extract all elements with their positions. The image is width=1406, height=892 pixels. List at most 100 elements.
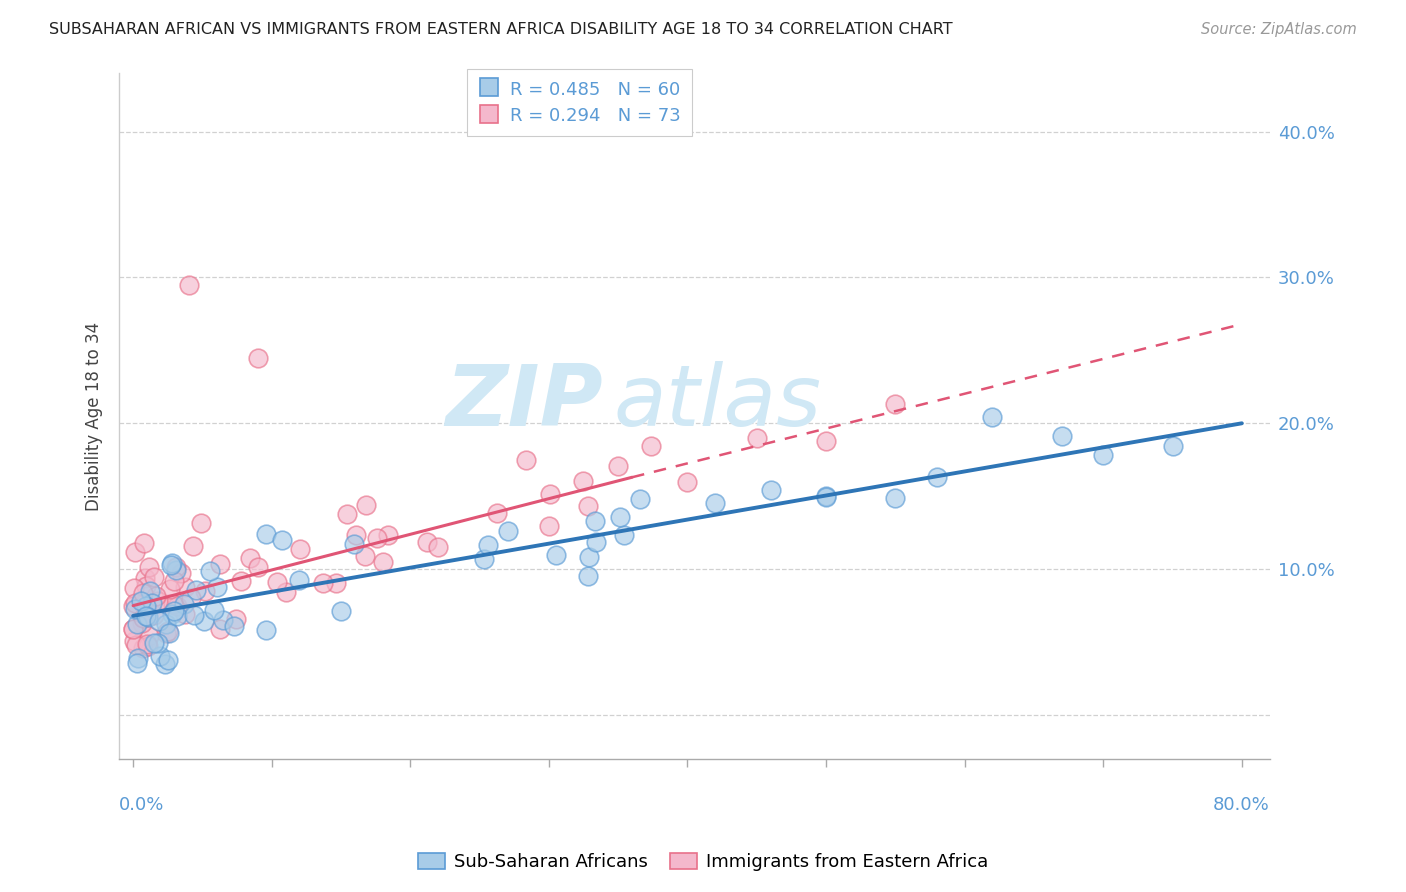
Point	[170, 566, 193, 580]
Point	[270, 533, 292, 547]
Point	[124, 602, 146, 616]
Point	[183, 607, 205, 622]
Point	[344, 527, 367, 541]
Point	[143, 636, 166, 650]
Text: ZIP: ZIP	[444, 360, 602, 444]
Point	[274, 584, 297, 599]
Point	[124, 596, 146, 610]
Point	[124, 633, 146, 648]
Point	[815, 490, 838, 504]
Point	[165, 560, 187, 574]
Point	[427, 540, 450, 554]
Point	[186, 582, 208, 597]
Point	[254, 624, 277, 638]
Point	[229, 574, 252, 589]
Point	[122, 599, 145, 613]
Point	[1092, 448, 1115, 462]
Point	[183, 539, 205, 553]
Point	[163, 574, 186, 588]
Text: Source: ZipAtlas.com: Source: ZipAtlas.com	[1201, 22, 1357, 37]
Text: 0.0%: 0.0%	[120, 797, 165, 814]
Point	[136, 639, 159, 653]
Point	[981, 410, 1004, 425]
Point	[131, 640, 153, 655]
Point	[162, 598, 184, 612]
Point	[416, 535, 439, 549]
Point	[149, 649, 172, 664]
Point	[613, 528, 636, 542]
Y-axis label: Disability Age 18 to 34: Disability Age 18 to 34	[86, 321, 103, 510]
Point	[225, 612, 247, 626]
Point	[166, 599, 188, 614]
Point	[173, 598, 195, 612]
Point	[759, 483, 782, 498]
Point	[254, 526, 277, 541]
Point	[537, 519, 560, 533]
Point	[141, 595, 163, 609]
Point	[157, 653, 180, 667]
Point	[205, 580, 228, 594]
Point	[174, 580, 197, 594]
Point	[377, 527, 399, 541]
Point	[194, 584, 217, 599]
Point	[330, 604, 353, 618]
Point	[124, 544, 146, 558]
Point	[288, 574, 311, 588]
Point	[884, 397, 907, 411]
Point	[135, 637, 157, 651]
Point	[745, 431, 768, 445]
Point	[676, 475, 699, 490]
Point	[815, 489, 838, 503]
Point	[148, 615, 170, 629]
Point	[496, 524, 519, 539]
Point	[139, 583, 162, 598]
Text: 80.0%: 80.0%	[1213, 797, 1270, 814]
Point	[148, 636, 170, 650]
Point	[222, 619, 245, 633]
Point	[177, 277, 200, 292]
Point	[366, 531, 388, 545]
Point	[266, 575, 288, 590]
Point	[576, 568, 599, 582]
Point	[127, 651, 149, 665]
Point	[138, 560, 160, 574]
Point	[640, 439, 662, 453]
Point	[134, 536, 156, 550]
Text: SUBSAHARAN AFRICAN VS IMMIGRANTS FROM EASTERN AFRICA DISABILITY AGE 18 TO 34 COR: SUBSAHARAN AFRICAN VS IMMIGRANTS FROM EA…	[49, 22, 953, 37]
Point	[165, 563, 187, 577]
Point	[246, 351, 269, 365]
Point	[472, 552, 495, 566]
Point	[208, 557, 231, 571]
Point	[157, 597, 180, 611]
Point	[129, 594, 152, 608]
Point	[336, 508, 359, 522]
Point	[132, 597, 155, 611]
Point	[1050, 428, 1073, 442]
Point	[609, 509, 631, 524]
Point	[166, 609, 188, 624]
Point	[155, 625, 177, 640]
Point	[354, 549, 377, 564]
Point	[583, 514, 606, 528]
Point	[159, 582, 181, 596]
Point	[174, 607, 197, 621]
Point	[180, 591, 202, 606]
Point	[288, 542, 311, 557]
Point	[212, 613, 235, 627]
Point	[312, 576, 335, 591]
Point	[160, 556, 183, 570]
Point	[131, 616, 153, 631]
Point	[704, 496, 727, 510]
Legend: Sub-Saharan Africans, Immigrants from Eastern Africa: Sub-Saharan Africans, Immigrants from Ea…	[411, 846, 995, 879]
Point	[155, 616, 177, 631]
Point	[815, 434, 838, 448]
Point	[163, 604, 186, 618]
Point	[143, 570, 166, 584]
Point	[354, 498, 377, 512]
Point	[198, 564, 221, 578]
Text: atlas: atlas	[614, 360, 823, 444]
Point	[134, 571, 156, 585]
Point	[127, 616, 149, 631]
Point	[325, 575, 347, 590]
Point	[246, 559, 269, 574]
